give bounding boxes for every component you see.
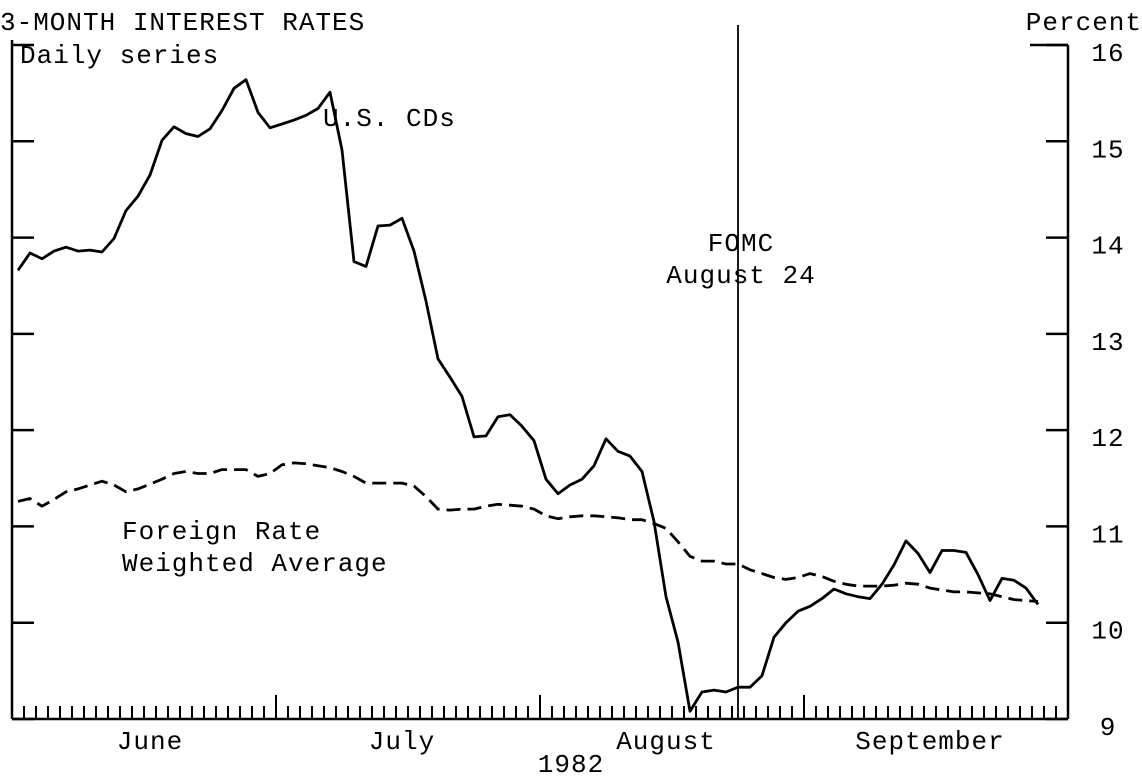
y-tick-label: 13: [1091, 328, 1124, 358]
y-tick-label: 16: [1091, 39, 1124, 69]
series-label: Foreign Rate Weighted Average: [122, 517, 388, 579]
y-axis-label: Percent: [1026, 8, 1142, 38]
x-tick-label: July: [369, 727, 435, 757]
chart-subtitle: Daily series: [20, 41, 219, 71]
y-tick-label: 12: [1091, 424, 1124, 454]
y-tick-label: 10: [1091, 617, 1124, 647]
y-tick-label: 14: [1091, 232, 1124, 262]
y-tick-label: 15: [1091, 135, 1124, 165]
x-axis-label: 1982: [538, 750, 604, 780]
x-tick-label: September: [855, 727, 1004, 757]
x-tick-label: August: [616, 727, 716, 757]
y-tick-label: 11: [1091, 520, 1124, 550]
chart-title: 3-MONTH INTEREST RATES: [0, 8, 365, 38]
series-label: U.S. CDs: [323, 104, 456, 134]
series-line: [16, 78, 1040, 713]
series-line: [17, 461, 1039, 603]
annotation: FOMC August 24: [666, 229, 816, 291]
y-tick-label: 9: [1100, 713, 1117, 743]
x-tick-label: June: [117, 727, 183, 757]
